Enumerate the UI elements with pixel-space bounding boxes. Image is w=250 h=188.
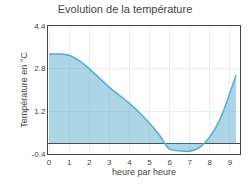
svg-text:-0.4: -0.4 — [32, 150, 46, 159]
svg-text:8: 8 — [208, 158, 213, 167]
svg-text:Température en °C: Température en °C — [19, 52, 29, 128]
svg-text:4.4: 4.4 — [34, 22, 46, 31]
svg-text:heure par heure: heure par heure — [112, 167, 176, 177]
svg-text:6: 6 — [167, 158, 172, 167]
svg-text:7: 7 — [188, 158, 193, 167]
svg-text:5: 5 — [147, 158, 152, 167]
svg-text:9: 9 — [228, 158, 233, 167]
svg-text:1: 1 — [67, 158, 72, 167]
svg-text:2.8: 2.8 — [34, 64, 46, 73]
svg-text:0: 0 — [47, 158, 52, 167]
svg-text:4: 4 — [127, 158, 132, 167]
svg-text:3: 3 — [107, 158, 112, 167]
svg-text:2: 2 — [87, 158, 92, 167]
svg-text:Evolution de la température: Evolution de la température — [58, 3, 193, 15]
svg-text:1.2: 1.2 — [34, 107, 46, 116]
